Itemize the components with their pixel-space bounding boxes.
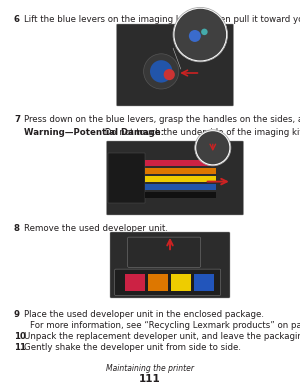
Text: 7: 7 [14, 115, 20, 124]
Text: 10: 10 [14, 332, 26, 341]
Circle shape [189, 30, 201, 42]
FancyBboxPatch shape [145, 184, 215, 190]
Circle shape [144, 54, 179, 89]
Text: For more information, see “Recycling Lexmark products” on page 38.: For more information, see “Recycling Lex… [30, 321, 300, 330]
FancyBboxPatch shape [107, 153, 145, 203]
FancyBboxPatch shape [145, 168, 215, 174]
Circle shape [150, 60, 172, 83]
Text: Remove the used developer unit.: Remove the used developer unit. [24, 224, 168, 233]
FancyBboxPatch shape [145, 192, 215, 198]
Text: Unpack the replacement developer unit, and leave the packaging on.: Unpack the replacement developer unit, a… [24, 332, 300, 341]
Circle shape [175, 9, 226, 61]
Circle shape [195, 130, 231, 166]
Text: Do not touch the underside of the imaging kit. This could damage the imaging kit: Do not touch the underside of the imagin… [102, 128, 300, 137]
FancyBboxPatch shape [148, 274, 168, 291]
FancyBboxPatch shape [106, 141, 244, 215]
FancyBboxPatch shape [194, 274, 214, 291]
Text: Place the used developer unit in the enclosed package.: Place the used developer unit in the enc… [24, 310, 264, 319]
FancyBboxPatch shape [145, 160, 215, 166]
Text: Press down on the blue levers, grasp the handles on the sides, and then pull the: Press down on the blue levers, grasp the… [24, 115, 300, 124]
Text: 6: 6 [14, 15, 20, 24]
Circle shape [173, 7, 227, 62]
Text: Gently shake the developer unit from side to side.: Gently shake the developer unit from sid… [24, 343, 241, 352]
Circle shape [164, 69, 175, 80]
FancyBboxPatch shape [115, 269, 220, 295]
FancyBboxPatch shape [145, 176, 215, 182]
FancyBboxPatch shape [128, 237, 200, 267]
Text: Warning—Potential Damage:: Warning—Potential Damage: [24, 128, 164, 137]
Text: 9: 9 [14, 310, 20, 319]
FancyBboxPatch shape [110, 232, 230, 298]
Text: 11: 11 [14, 343, 26, 352]
Text: Maintaining the printer: Maintaining the printer [106, 364, 194, 373]
FancyBboxPatch shape [125, 274, 145, 291]
Text: Lift the blue levers on the imaging kit, and then pull it toward you.: Lift the blue levers on the imaging kit,… [24, 15, 300, 24]
FancyBboxPatch shape [116, 24, 233, 106]
FancyBboxPatch shape [171, 274, 191, 291]
Text: 111: 111 [139, 374, 161, 384]
Text: 8: 8 [14, 224, 20, 233]
Circle shape [196, 131, 230, 165]
Circle shape [201, 29, 208, 35]
